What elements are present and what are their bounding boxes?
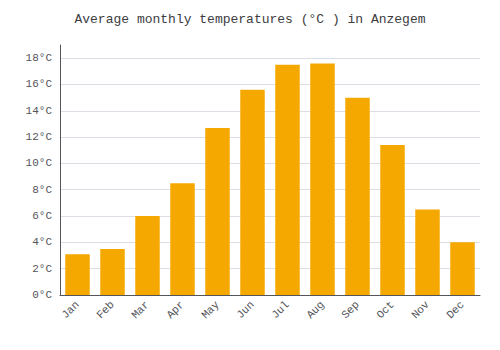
svg-text:16°C: 16°C (26, 78, 53, 90)
svg-text:Dec: Dec (444, 299, 466, 321)
svg-text:10°C: 10°C (26, 157, 53, 169)
svg-text:Mar: Mar (129, 299, 151, 321)
svg-text:Feb: Feb (94, 299, 116, 321)
svg-text:12°C: 12°C (26, 131, 53, 143)
svg-text:Aug: Aug (304, 299, 326, 321)
svg-text:2°C: 2°C (32, 263, 52, 275)
svg-text:0°C: 0°C (32, 289, 52, 301)
svg-text:4°C: 4°C (32, 236, 52, 248)
svg-text:Sep: Sep (339, 299, 361, 321)
svg-text:Jan: Jan (59, 299, 81, 321)
svg-text:Nov: Nov (409, 298, 432, 321)
svg-text:14°C: 14°C (26, 105, 53, 117)
svg-text:Average monthly temperatures (: Average monthly temperatures (°C ) in An… (74, 12, 425, 27)
svg-text:Jun: Jun (234, 299, 256, 321)
svg-text:18°C: 18°C (26, 52, 53, 64)
svg-text:Jul: Jul (269, 299, 291, 321)
svg-text:6°C: 6°C (32, 210, 52, 222)
svg-text:Apr: Apr (164, 299, 186, 321)
svg-text:8°C: 8°C (32, 184, 52, 196)
svg-text:Oct: Oct (374, 299, 396, 321)
svg-text:May: May (199, 298, 222, 321)
